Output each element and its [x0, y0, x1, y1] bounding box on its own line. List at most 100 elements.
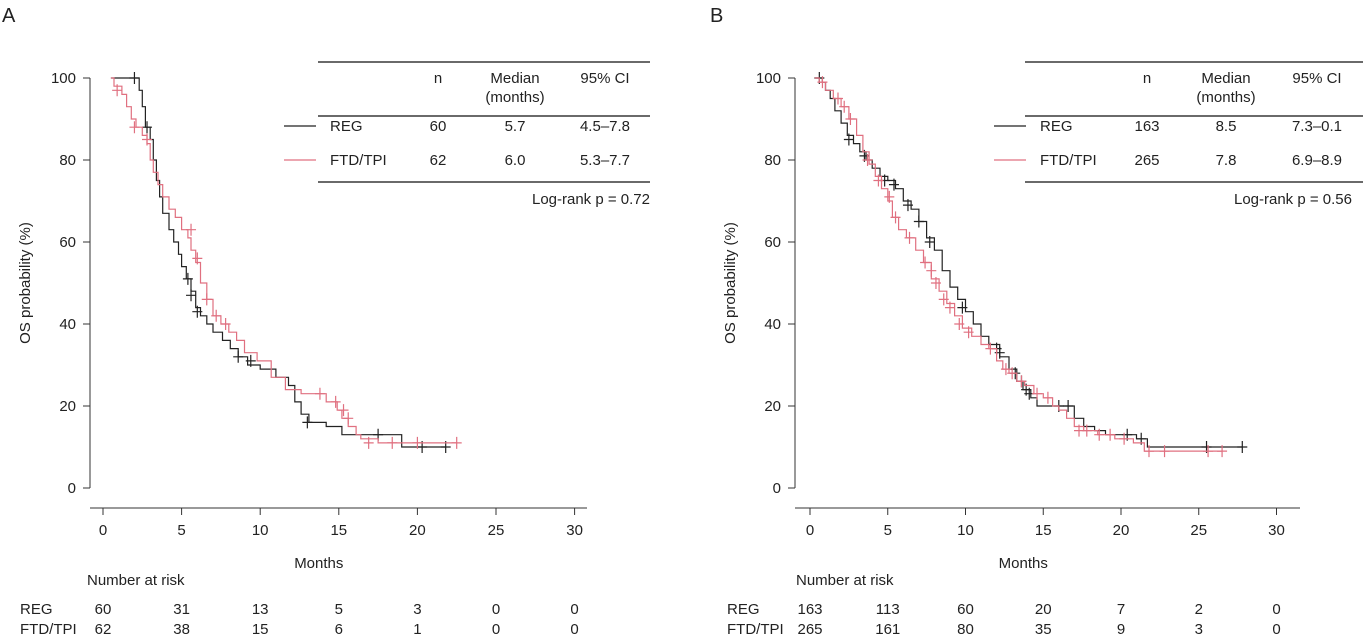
censor-mark: [1032, 387, 1043, 400]
table-cell-ci: 6.9–8.9: [1292, 152, 1342, 169]
censor-mark: [1000, 363, 1011, 376]
censor-mark: [129, 121, 140, 134]
censor-mark: [1159, 445, 1170, 458]
censor-mark: [1105, 428, 1116, 441]
x-tick-label: 30: [566, 522, 583, 539]
censor-mark: [924, 236, 935, 248]
risk-cell: 0: [570, 621, 578, 636]
y-axis-title: OS probability (%): [17, 222, 34, 344]
censor-mark: [888, 178, 899, 191]
censor-mark: [1016, 375, 1027, 388]
risk-cell: 6: [335, 621, 343, 636]
censor-mark: [363, 436, 374, 449]
table-cell-n: 62: [430, 152, 447, 169]
y-tick-label: 80: [764, 152, 781, 169]
table-header-n: n: [434, 70, 442, 87]
x-tick-label: 10: [957, 522, 974, 539]
censor-mark: [944, 301, 955, 314]
censor-mark: [839, 100, 850, 113]
risk-cell: 0: [492, 601, 500, 618]
censor-mark: [245, 354, 256, 367]
censor-mark: [832, 92, 843, 105]
table-header-ci: 95% CI: [1292, 70, 1341, 87]
censor-mark: [1007, 367, 1018, 380]
risk-cell: 0: [570, 601, 578, 618]
x-tick-label: 20: [409, 522, 426, 539]
table-cell-median: 7.8: [1216, 152, 1237, 169]
table-cell-ci: 7.3–0.1: [1292, 118, 1342, 135]
y-tick-label: 100: [756, 70, 781, 87]
censor-mark: [1119, 432, 1130, 445]
censor-mark: [873, 174, 884, 187]
table-group-label: FTD/TPI: [330, 152, 387, 169]
censor-mark: [862, 154, 873, 166]
table-header-median-line: (months): [1196, 89, 1255, 106]
x-tick-label: 0: [99, 522, 107, 539]
y-tick-label: 40: [59, 316, 76, 333]
censor-mark: [926, 264, 937, 277]
risk-table-title: Number at risk: [796, 572, 894, 589]
censor-mark: [330, 395, 341, 408]
censor-mark: [142, 121, 153, 134]
table-cell-ci: 5.3–7.7: [580, 152, 630, 169]
y-axis-title: OS probability (%): [722, 222, 739, 344]
table-header-median-line: Median: [490, 70, 539, 87]
y-tick-label: 0: [773, 480, 781, 497]
censor-mark: [902, 199, 913, 212]
censor-mark: [1063, 400, 1074, 412]
x-tick-label: 15: [1035, 522, 1052, 539]
censor-mark: [182, 272, 193, 285]
censor-mark: [890, 211, 901, 224]
risk-cell: 20: [1035, 601, 1052, 618]
censor-mark: [220, 318, 231, 330]
risk-cell: 60: [95, 601, 112, 618]
risk-cell: 163: [797, 601, 822, 618]
censor-mark: [129, 72, 140, 84]
table-header-median-line: (months): [485, 89, 544, 106]
censor-mark: [211, 309, 222, 322]
table-cell-ci: 4.5–7.8: [580, 118, 630, 135]
x-tick-label: 25: [488, 522, 505, 539]
risk-cell: 113: [876, 601, 900, 618]
risk-row-label: FTD/TPI: [727, 621, 784, 636]
censor-mark: [1203, 445, 1214, 458]
risk-cell: 62: [95, 621, 112, 636]
risk-cell: 0: [492, 621, 500, 636]
y-tick-label: 60: [764, 234, 781, 251]
table-header-median: Median (months): [1196, 70, 1255, 106]
censor-mark: [884, 190, 895, 203]
risk-cell: 265: [797, 621, 822, 636]
risk-cell: 3: [413, 601, 421, 618]
censor-mark: [302, 416, 313, 429]
risk-cell: 0: [1272, 621, 1280, 636]
censor-mark: [938, 293, 949, 306]
survival-curve-reg: [814, 77, 1243, 448]
x-tick-label: 15: [330, 522, 347, 539]
risk-cell: 7: [1117, 601, 1125, 618]
x-tick-label: 30: [1268, 522, 1285, 539]
censor-mark: [843, 133, 854, 146]
y-tick-label: 100: [51, 70, 76, 87]
censor-mark: [343, 412, 354, 425]
table-header-median-line: Median: [1201, 70, 1250, 87]
x-tick-label: 0: [806, 522, 814, 539]
censor-mark: [963, 326, 974, 339]
x-tick-label: 5: [177, 522, 185, 539]
risk-cell: 13: [252, 601, 269, 618]
risk-cell: 38: [173, 621, 190, 636]
table-group-label: REG: [330, 118, 363, 135]
censor-mark: [192, 252, 203, 265]
censor-mark: [233, 350, 244, 363]
censor-mark: [1143, 445, 1154, 458]
censor-mark: [904, 231, 915, 244]
table-cell-median: 6.0: [505, 152, 526, 169]
risk-cell: 15: [252, 621, 269, 636]
table-cell-median: 5.7: [505, 118, 526, 135]
censor-mark: [1237, 441, 1248, 453]
y-tick-label: 40: [764, 316, 781, 333]
risk-cell: 31: [173, 601, 190, 618]
risk-row-label: REG: [20, 601, 53, 618]
risk-cell: 35: [1035, 621, 1052, 636]
panel-letter: B: [710, 5, 723, 27]
